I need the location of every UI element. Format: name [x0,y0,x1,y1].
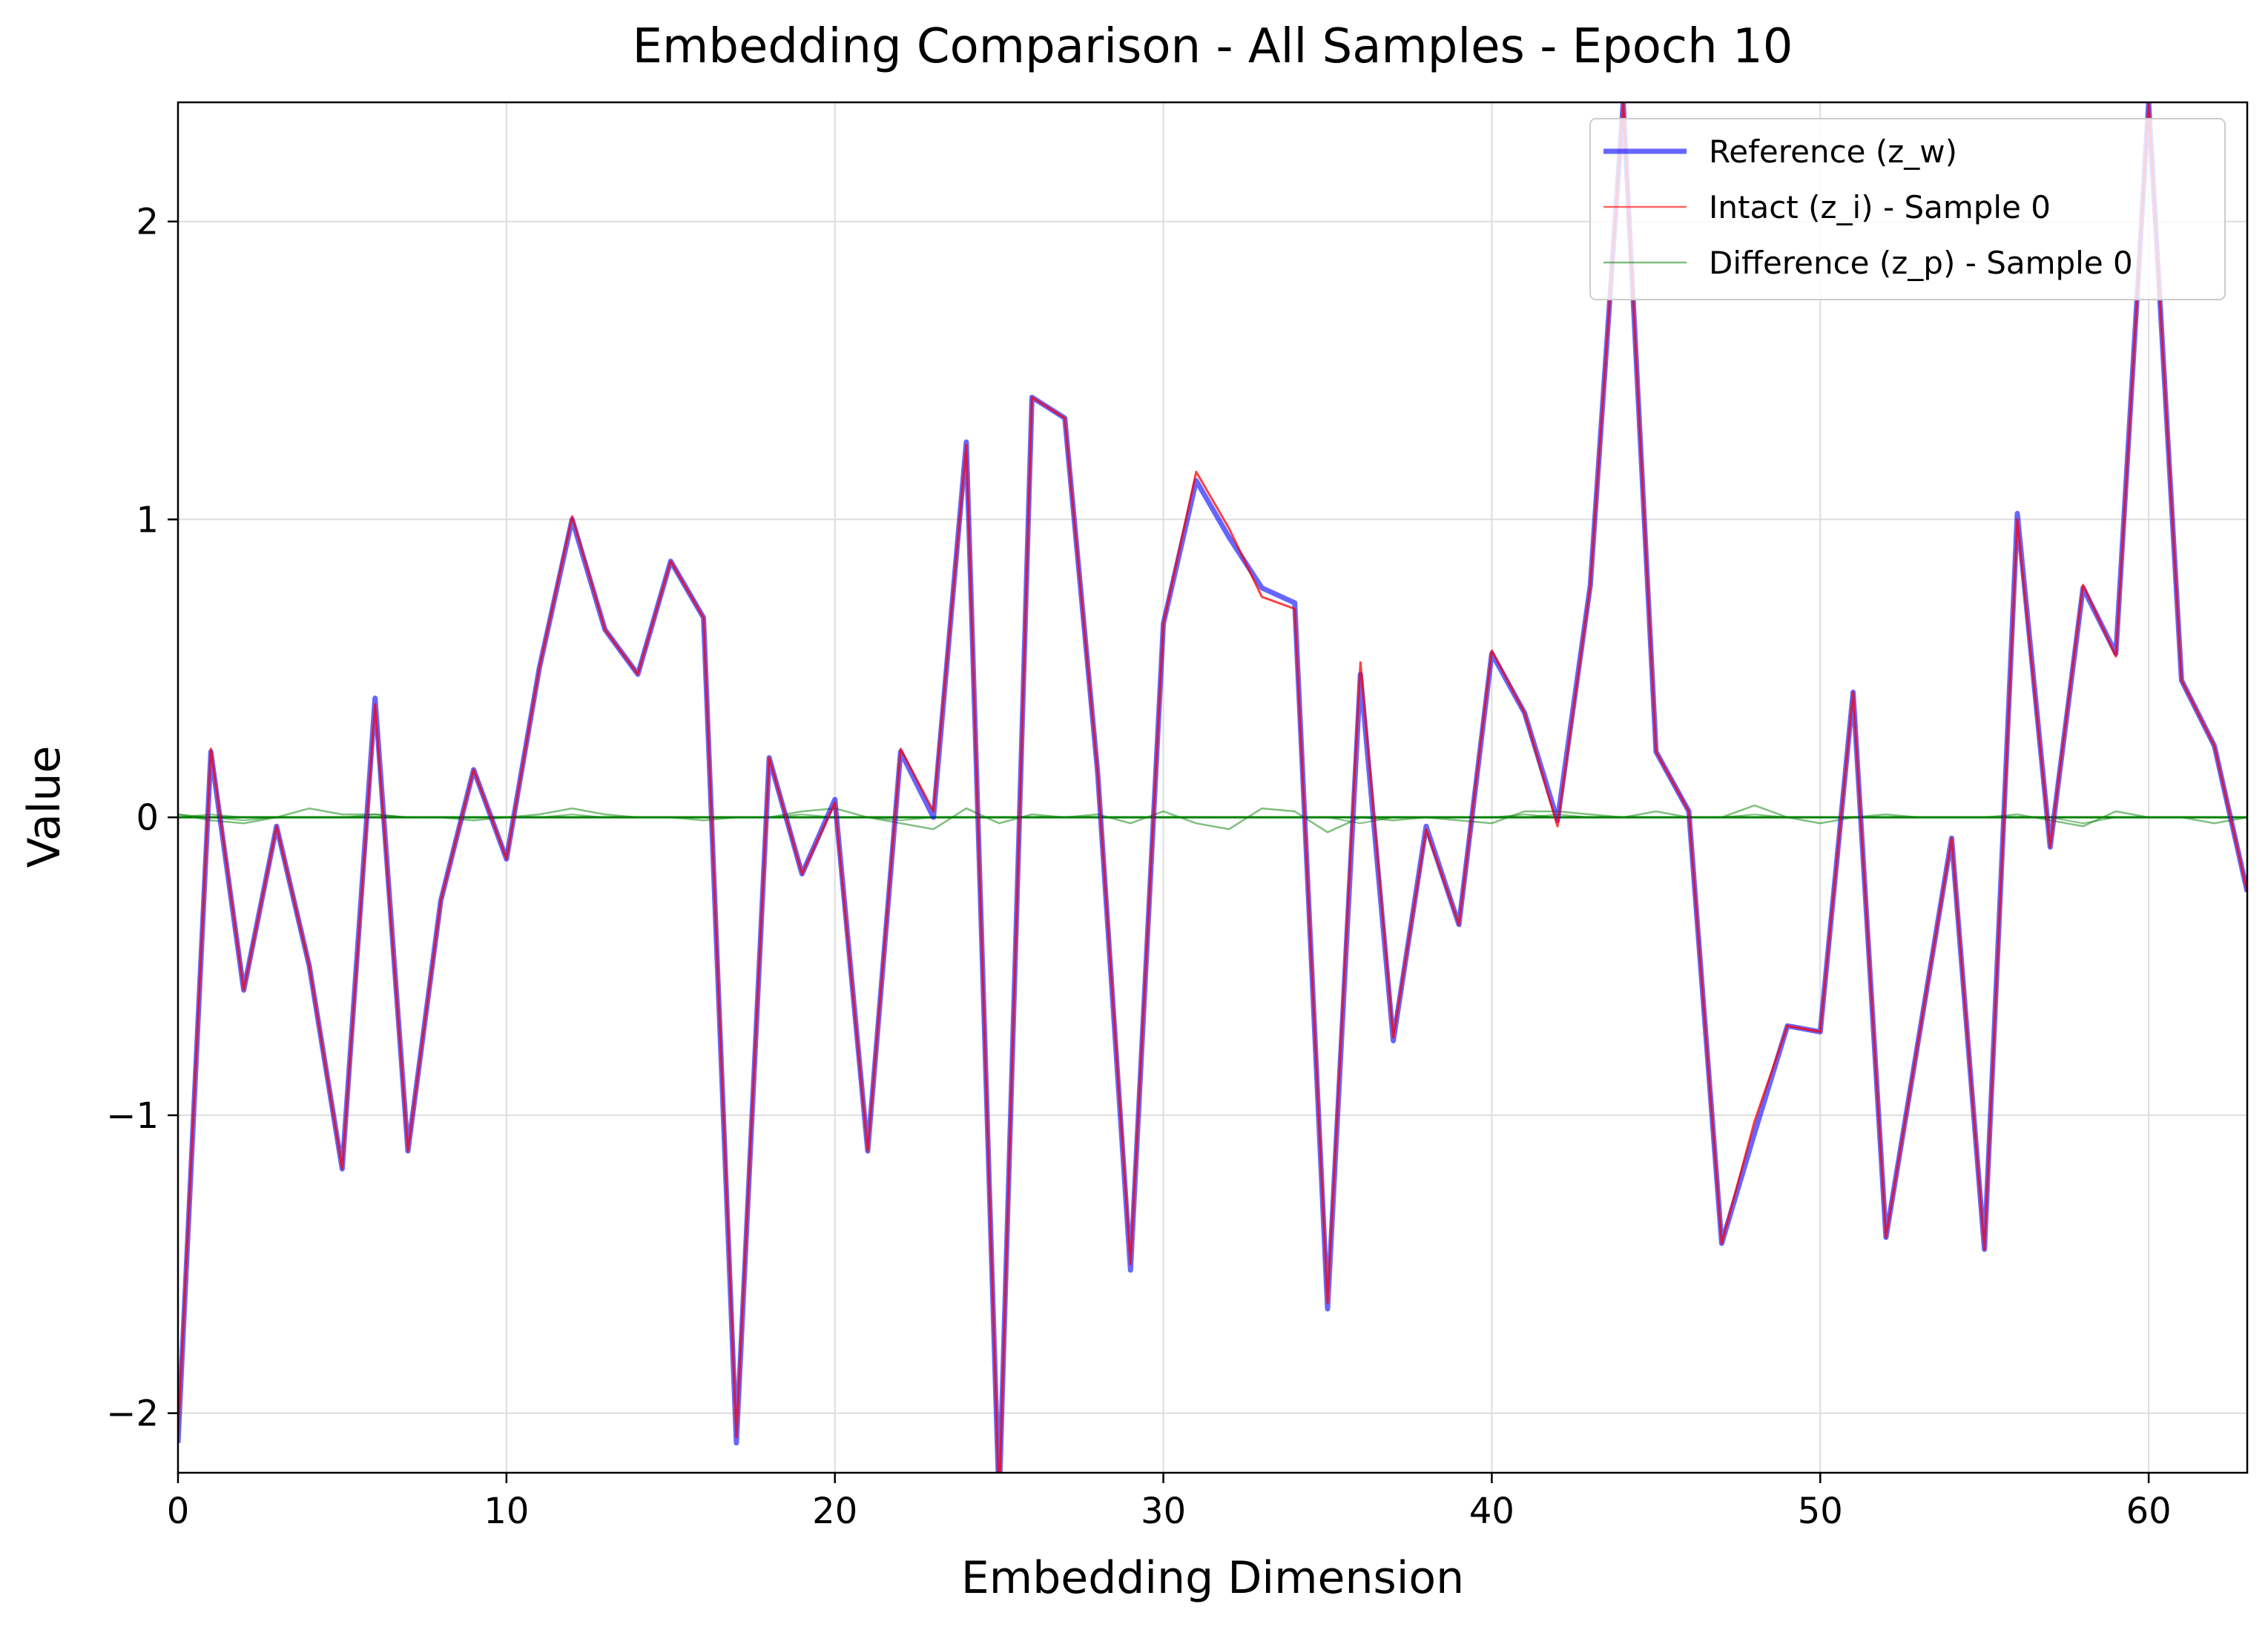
legend: Reference (z_w) Intact (z_i) - Sample 0 Di… [1589,118,2226,300]
y-tick-label-0: −2 [106,1393,159,1435]
y-axis-label: Value [19,746,70,868]
axis-ticks: 0 10 20 30 40 50 60 −2 −1 0 1 2 [106,202,2171,1532]
legend-label-2: Difference (z_p) - Sample 0 [1709,245,2133,281]
x-tick-label-3: 30 [1141,1491,1186,1532]
x-tick-label-1: 10 [484,1491,529,1532]
series-line-intact [178,102,2247,1473]
y-tick-label-2: 0 [136,797,159,839]
y-tick-label-3: 1 [136,499,159,541]
chart-title: Embedding Comparison - All Samples - Epo… [633,19,1793,74]
plot-frame [177,101,2249,1474]
y-tick-label-1: −1 [106,1095,159,1137]
series-lines [178,102,2247,1473]
legend-box [1589,118,2226,300]
y-tick-label-4: 2 [136,202,159,243]
x-tick-label-5: 50 [1798,1491,1843,1532]
x-tick-label-4: 40 [1469,1491,1514,1532]
x-tick-label-6: 60 [2126,1491,2172,1532]
legend-label-0: Reference (z_w) [1709,133,1957,170]
x-tick-label-0: 0 [167,1491,190,1532]
x-tick-label-2: 20 [812,1491,857,1532]
x-axis-label: Embedding Dimension [961,1552,1464,1604]
series-line-difference [178,804,2247,834]
legend-label-1: Intact (z_i) - Sample 0 [1709,189,2051,225]
